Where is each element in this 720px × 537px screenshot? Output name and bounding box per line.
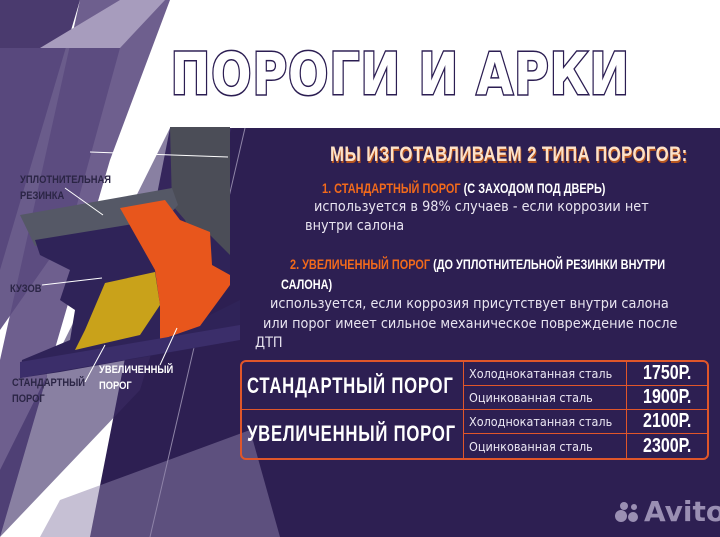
table-row: СТАНДАРТНЫЙ ПОРОГ Холоднокатанная сталь … — [242, 362, 707, 410]
table-row: Оцинкованная сталь 1900Р. — [242, 386, 707, 410]
section-heading: МЫ ИЗГОТАВЛИВАЕМ 2 ТИПА ПОРОГОВ: — [330, 143, 688, 166]
material-cell: Оцинкованная сталь — [464, 434, 627, 458]
leader-line — [41, 277, 103, 286]
type-2-desc-line: используется, если коррозия присутствует… — [270, 296, 669, 312]
material-cell: Холоднокатанная сталь — [464, 362, 627, 386]
material-cell: Оцинкованная сталь — [464, 386, 627, 410]
type-2-title-cont: САЛОНА) — [281, 276, 333, 292]
price-cell: 1750Р. — [627, 362, 707, 386]
leader-line — [159, 327, 178, 366]
sill-type-cell: УВЕЛИЧЕННЫЙ ПОРОГ — [242, 410, 464, 458]
stripe-decor — [40, 430, 280, 537]
price-cell: 2300Р. — [642, 434, 692, 457]
label-standard-sill: СТАНДАРТНЫЙ ПОРОГ — [12, 377, 86, 405]
avito-logo-icon — [615, 501, 638, 522]
type-1-title: 1. СТАНДАРТНЫЙ ПОРОГ (С ЗАХОДОМ ПОД ДВЕР… — [322, 180, 606, 196]
table-row: Оцинкованная сталь 2300Р. — [242, 434, 707, 458]
label-body: КУЗОВ — [10, 283, 42, 295]
page-title: ПОРОГИ И АРКИ — [80, 39, 720, 110]
type-1-desc-line: используется в 98% случаев - если корроз… — [314, 199, 649, 215]
stripe-decor — [0, 48, 120, 330]
price-cell: 1900Р. — [627, 386, 707, 410]
leader-line — [84, 344, 106, 383]
price-table: СТАНДАРТНЫЙ ПОРОГ Холоднокатанная сталь … — [240, 360, 709, 460]
type-2-desc-line: или порог имеет сильное механическое пов… — [263, 316, 678, 332]
avito-watermark: Avito — [614, 495, 720, 528]
leader-line — [89, 151, 229, 158]
type-1-desc-line: внутри салона — [305, 218, 405, 234]
label-door: ДВЕРЬ — [122, 140, 155, 152]
sill-type-cell: СТАНДАРТНЫЙ ПОРОГ — [242, 362, 464, 410]
leader-line — [64, 187, 104, 216]
type-2-desc-line: ДТП — [255, 335, 283, 351]
label-enlarged-sill: УВЕЛИЧЕННЫЙ ПОРОГ — [99, 364, 174, 392]
label-seal: УПЛОТНИТЕЛЬНАЯ РЕЗИНКА — [20, 174, 112, 202]
table-row: УВЕЛИЧЕННЫЙ ПОРОГ Холоднокатанная сталь … — [242, 410, 707, 458]
stripe-decor — [40, 0, 165, 48]
sill-illustration — [20, 127, 240, 383]
material-cell: Холоднокатанная сталь — [464, 410, 627, 434]
type-2-title: 2. УВЕЛИЧЕННЫЙ ПОРОГ (ДО УПЛОТНИТЕЛЬНОЙ … — [290, 256, 666, 272]
price-cell: 2100Р. — [627, 410, 707, 434]
page-title-text: ПОРОГИ И АРКИ — [169, 39, 630, 110]
